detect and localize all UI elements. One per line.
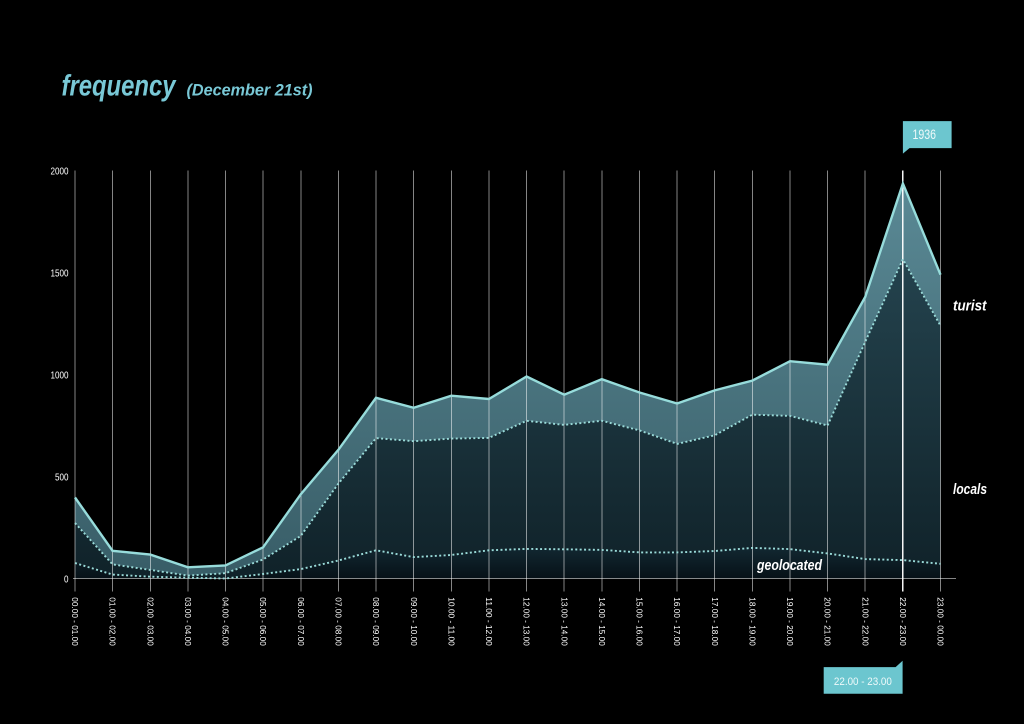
- svg-text:10.00 - 11.00: 10.00 - 11.00: [446, 597, 456, 646]
- svg-text:08.00 - 09.00: 08.00 - 09.00: [371, 597, 381, 646]
- svg-text:05.00 - 06.00: 05.00 - 06.00: [258, 597, 268, 646]
- svg-text:17.00 - 18.00: 17.00 - 18.00: [710, 597, 720, 646]
- svg-text:19.00 - 20.00: 19.00 - 20.00: [785, 597, 795, 646]
- svg-text:1500: 1500: [51, 267, 69, 279]
- svg-text:20.00 - 21.00: 20.00 - 21.00: [823, 597, 833, 646]
- svg-text:2000: 2000: [51, 165, 69, 177]
- svg-text:locals: locals: [953, 481, 987, 498]
- svg-text:22.00 - 23.00: 22.00 - 23.00: [834, 676, 892, 688]
- svg-text:16.00 - 17.00: 16.00 - 17.00: [672, 597, 682, 646]
- svg-text:0: 0: [64, 573, 69, 585]
- svg-text:geolocated: geolocated: [756, 557, 823, 574]
- svg-text:1936: 1936: [913, 127, 937, 142]
- svg-text:02.00 - 03.00: 02.00 - 03.00: [145, 597, 155, 646]
- svg-text:frequency: frequency: [62, 70, 177, 103]
- svg-text:22.00 - 23.00: 22.00 - 23.00: [898, 597, 908, 646]
- svg-text:14.00 - 15.00: 14.00 - 15.00: [597, 597, 607, 646]
- svg-text:1000: 1000: [51, 369, 69, 381]
- svg-text:01.00 - 02.00: 01.00 - 02.00: [108, 597, 118, 646]
- svg-text:12.00 - 13.00: 12.00 - 13.00: [522, 597, 532, 646]
- svg-text:06.00 - 07.00: 06.00 - 07.00: [296, 597, 306, 646]
- svg-text:23.00 - 00.00: 23.00 - 00.00: [936, 597, 946, 646]
- svg-text:15.00 - 16.00: 15.00 - 16.00: [635, 597, 645, 646]
- svg-text:13.00 - 14.00: 13.00 - 14.00: [559, 597, 569, 646]
- svg-text:500: 500: [55, 471, 69, 483]
- svg-text:03.00 - 04.00: 03.00 - 04.00: [183, 597, 193, 646]
- svg-text:00.00 - 01.00: 00.00 - 01.00: [70, 597, 80, 646]
- svg-text:04.00 - 05.00: 04.00 - 05.00: [221, 597, 231, 646]
- svg-text:09.00 - 10.00: 09.00 - 10.00: [409, 597, 419, 646]
- svg-text:(December 21st): (December 21st): [187, 82, 313, 100]
- svg-text:turist: turist: [953, 297, 987, 314]
- svg-text:07.00 - 08.00: 07.00 - 08.00: [334, 597, 344, 646]
- svg-text:11.00 - 12.00: 11.00 - 12.00: [484, 597, 494, 646]
- svg-text:21.00 - 22.00: 21.00 - 22.00: [860, 597, 870, 646]
- svg-text:18.00 - 19.00: 18.00 - 19.00: [747, 597, 757, 646]
